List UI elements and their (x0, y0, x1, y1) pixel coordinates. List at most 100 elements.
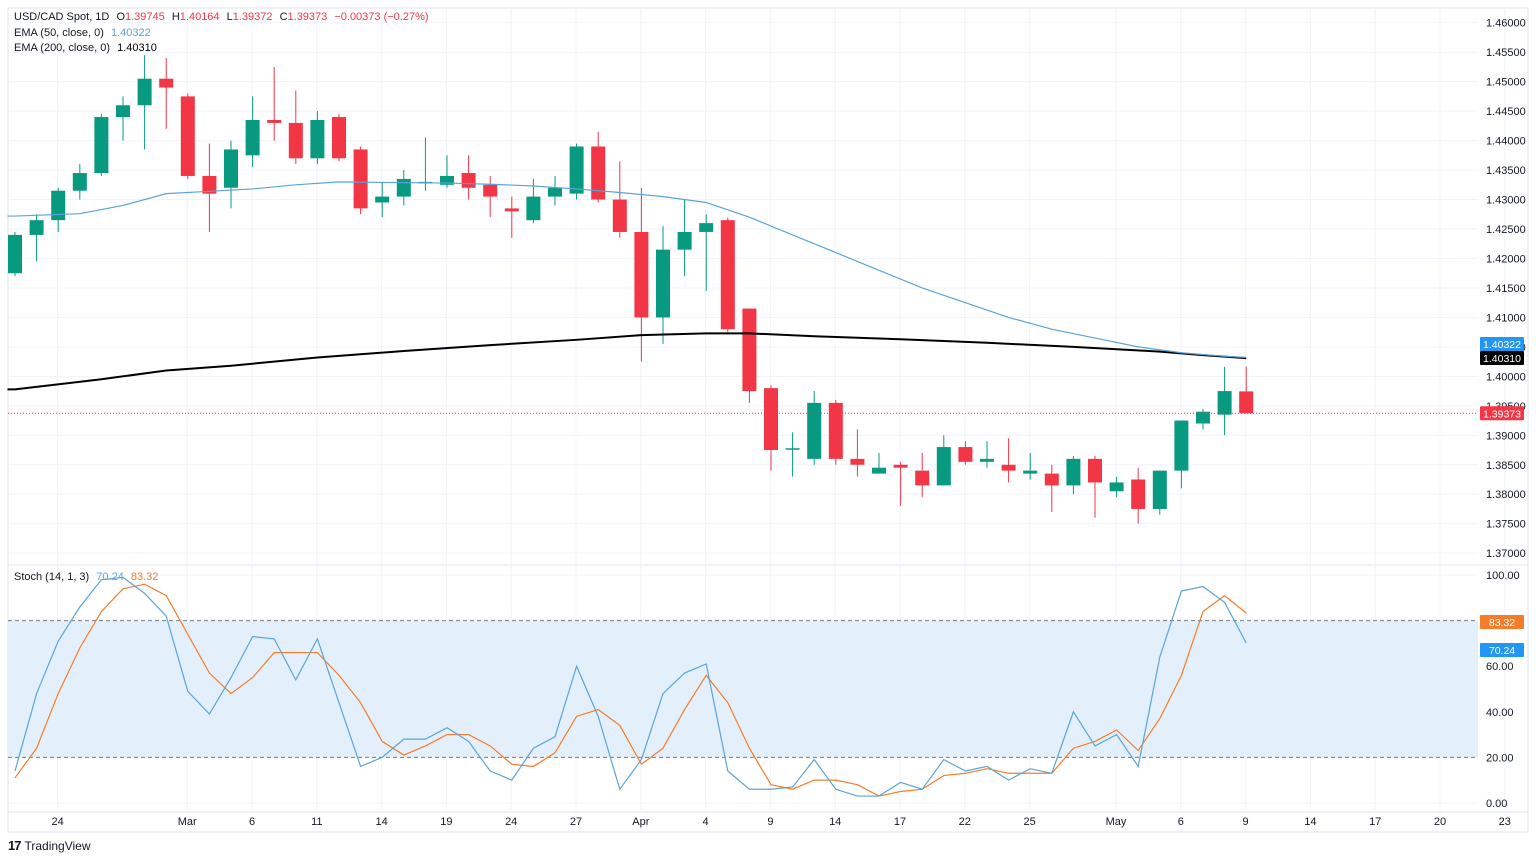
time-tick-label: 24 (51, 816, 63, 828)
stoch-d-line (14, 583, 1247, 797)
candle-body (764, 388, 778, 451)
candle (353, 146, 368, 215)
candle-body (461, 173, 476, 188)
candle (332, 114, 346, 162)
candle-body (720, 220, 735, 330)
stoch-tick-label: 60.00 (1486, 661, 1514, 673)
candle-body (1001, 464, 1016, 471)
candle (936, 435, 951, 486)
candle-body (1239, 391, 1254, 414)
candle-body (1023, 470, 1038, 474)
main-legend: USD/CAD Spot, 1D O1.39745 H1.40164 L1.39… (14, 10, 433, 57)
price-tick-label: 1.41000 (1486, 312, 1526, 324)
candle-body (1088, 458, 1102, 483)
candle-body (742, 308, 757, 392)
last-price-badge-text: 1.39373 (1483, 408, 1521, 420)
candle-body (137, 78, 152, 106)
candle-body (332, 117, 346, 159)
candle-body (8, 234, 22, 274)
candle (1109, 476, 1124, 498)
stoch-tick-label: 0.00 (1486, 798, 1507, 810)
time-tick-label: Mar (178, 816, 197, 828)
overbought-oversold-band (8, 620, 1478, 758)
price-grid (8, 8, 1528, 813)
stoch-band (8, 620, 1478, 758)
candle-body (634, 231, 649, 318)
candle (267, 66, 282, 141)
candle-body (677, 231, 692, 250)
candle (1152, 470, 1167, 515)
stoch-tick-label: 40.00 (1486, 707, 1514, 719)
candle-body (828, 402, 843, 459)
ema-lines (7, 181, 1478, 414)
ema50-value: 1.40322 (110, 26, 151, 39)
candle (116, 96, 130, 141)
candle-body (245, 119, 260, 156)
candlestick-series (8, 55, 1254, 524)
candle-body (94, 117, 109, 174)
candle-body (1152, 470, 1167, 509)
candle-body (1066, 458, 1081, 486)
high-label: H (171, 11, 180, 23)
last-price-badge-bg (1480, 406, 1524, 421)
ema200-value: 1.40310 (117, 42, 157, 54)
close-value: 1.39373 (287, 11, 328, 23)
candle-body (224, 149, 238, 188)
candle (893, 461, 908, 507)
stoch-k-value: 70.24 (96, 571, 124, 583)
candle (742, 308, 757, 403)
candle-body (353, 149, 368, 209)
low-label: L (226, 11, 233, 23)
ema50-label: EMA (50, close, 0) (14, 26, 104, 39)
candle-body (699, 223, 714, 232)
candle-body (548, 187, 562, 197)
candle-body (29, 220, 44, 235)
candle (94, 114, 109, 176)
price-tick-label: 1.38000 (1486, 489, 1526, 501)
ema200-label: EMA (200, close, 0) (14, 42, 110, 54)
candle-body (116, 105, 130, 118)
stoch-d-badge-bg (1480, 615, 1524, 629)
price-tick-label: 1.40000 (1486, 371, 1526, 383)
candle-body (872, 467, 886, 474)
close-label: C (279, 11, 288, 23)
candle (504, 196, 519, 238)
stoch-lines (14, 576, 1247, 797)
time-tick-label: 17 (1369, 816, 1381, 828)
candle-body (202, 175, 217, 194)
candle (1239, 366, 1254, 414)
candle-body (785, 448, 800, 450)
candle-body (267, 119, 282, 123)
candle-body (1196, 411, 1210, 424)
candle (137, 55, 152, 150)
candle-body (526, 196, 541, 221)
tradingview-logo[interactable]: 17 TradingView (8, 838, 91, 853)
price-tick-label: 1.44000 (1486, 136, 1526, 148)
candle-body (483, 184, 498, 197)
candle (764, 385, 778, 471)
ema200-legend: EMA (200, close, 0) 1.40310 (14, 41, 433, 57)
price-tick-label: 1.42000 (1486, 253, 1526, 265)
candle (8, 231, 22, 277)
candle-body (915, 470, 930, 486)
candle-body (1174, 420, 1189, 471)
ema50-line (7, 181, 1247, 358)
candle (612, 161, 627, 238)
time-tick-label: 17 (894, 816, 906, 828)
candle (159, 58, 174, 129)
time-tick-label: 22 (959, 816, 971, 828)
stoch-tick-label: 100.00 (1486, 570, 1520, 582)
time-tick-label: 6 (249, 816, 255, 828)
stoch-k-badge-text: 70.24 (1489, 645, 1515, 657)
candle (440, 155, 454, 188)
candle-body (656, 249, 670, 318)
candle (1066, 455, 1081, 495)
candle (1196, 408, 1210, 430)
candle (850, 429, 865, 477)
candle (958, 441, 973, 465)
low-value: 1.39372 (232, 11, 273, 23)
candle (634, 187, 649, 362)
candle-body (72, 173, 87, 191)
candle-body (375, 196, 390, 203)
